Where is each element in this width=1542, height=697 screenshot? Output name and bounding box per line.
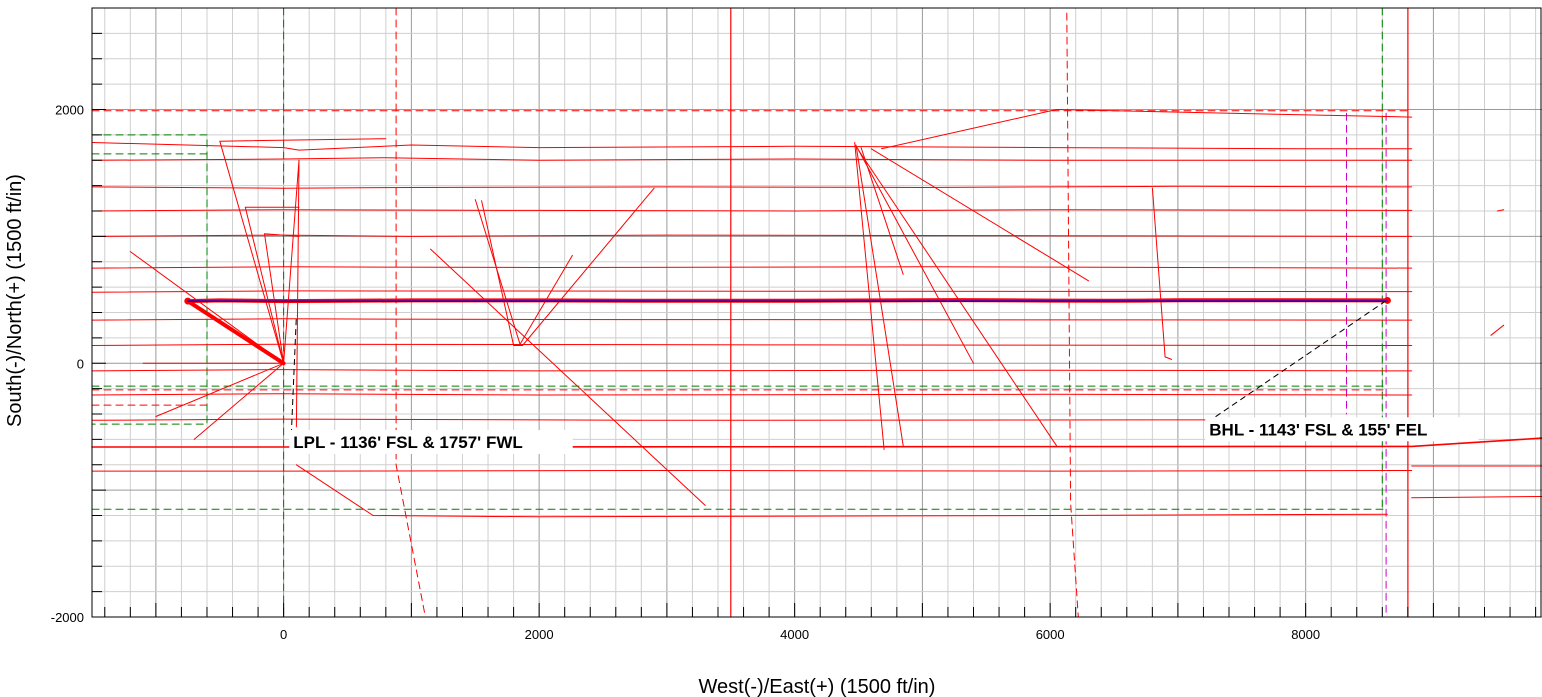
series-layer: [91, 7, 1542, 618]
annotations: LPL - 1136' FSL & 1757' FWL BHL - 1143' F…: [289, 299, 1479, 454]
x-tick-label: 2000: [525, 627, 554, 642]
offset-well: [881, 109, 1413, 150]
offset-well: [91, 290, 1413, 293]
offset-well: [856, 147, 974, 364]
offset-well: [91, 234, 1413, 237]
offset-well: [855, 144, 904, 447]
offset-well: [858, 149, 1057, 447]
offset-well: [91, 266, 1413, 269]
offset-well: [91, 437, 1542, 448]
offset-well: [244, 206, 300, 364]
offset-well: [854, 142, 885, 450]
offset-well: [860, 147, 904, 275]
offset-well: [1496, 209, 1505, 212]
offset-well: [91, 185, 1413, 189]
offset-well: [219, 138, 387, 364]
annotation-leader: [290, 315, 297, 436]
offset-well: [91, 470, 1413, 472]
section-line: [91, 134, 208, 425]
y-axis-label: South(-)/North(+) (1500 ft/in): [4, 174, 26, 427]
offset-well: [91, 393, 1413, 396]
offset-well: [91, 318, 1413, 321]
annotation-label: LPL - 1136' FSL & 1757' FWL: [293, 433, 522, 452]
annotation-label: BHL - 1143' FSL & 155' FEL: [1209, 420, 1427, 439]
x-tick-label: 6000: [1036, 627, 1065, 642]
offset-well: [91, 209, 1413, 212]
offset-well: [264, 233, 300, 364]
y-tick-label: -2000: [51, 610, 84, 625]
offset-well: [91, 157, 1413, 161]
y-tick-label: 2000: [55, 103, 84, 118]
offset-well: [91, 369, 1413, 372]
ticks: 0 2000 4000 6000 8000 -2000 0 2000: [51, 7, 1537, 642]
offset-well: [1411, 496, 1542, 499]
offset-well: [283, 159, 300, 428]
x-tick-label: 8000: [1291, 627, 1320, 642]
x-tick-label: 0: [280, 627, 287, 642]
annotation-leader: [1207, 299, 1388, 423]
vertical-lease-line: [1066, 12, 1079, 618]
offset-well: [430, 248, 706, 506]
offset-well: [155, 362, 285, 417]
x-tick-label: 4000: [780, 627, 809, 642]
x-axis-label: West(-)/East(+) (1500 ft/in): [699, 676, 936, 697]
vertical-lease-line: [395, 7, 426, 618]
offset-well: [870, 148, 1089, 282]
offset-well: [193, 362, 285, 440]
annotation-box: [289, 429, 573, 454]
offset-well: [91, 142, 1413, 151]
annotation-box: [1205, 417, 1479, 442]
offset-well: [295, 464, 1388, 518]
y-tick-label: 0: [77, 356, 84, 371]
offset-well: [91, 343, 1413, 346]
offset-well: [474, 199, 573, 345]
offset-well: [1151, 187, 1172, 360]
offset-well: [1490, 324, 1505, 336]
